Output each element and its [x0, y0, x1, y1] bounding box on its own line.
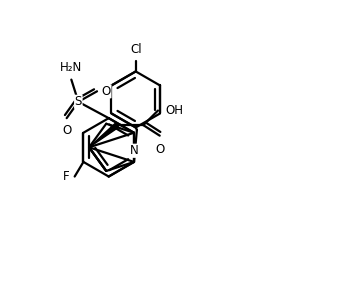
Text: Cl: Cl: [130, 43, 141, 56]
Text: F: F: [63, 170, 70, 183]
Text: OH: OH: [165, 104, 183, 117]
Text: O: O: [102, 85, 111, 98]
Text: O: O: [155, 143, 164, 156]
Text: S: S: [75, 95, 82, 108]
Text: O: O: [62, 124, 71, 137]
Text: H₂N: H₂N: [60, 61, 83, 74]
Polygon shape: [89, 123, 119, 147]
Text: N: N: [130, 144, 138, 157]
